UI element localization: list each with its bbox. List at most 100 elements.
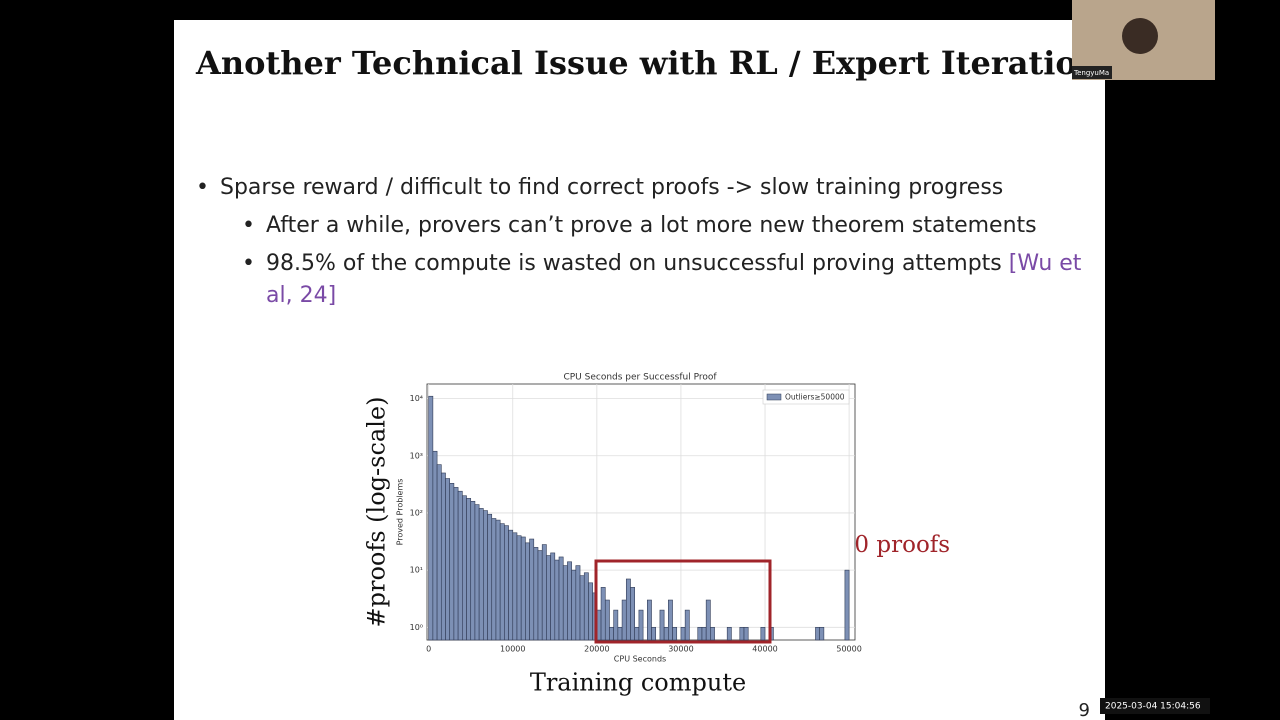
bar: [436, 464, 442, 641]
bar: [651, 627, 657, 641]
bar: [541, 544, 547, 641]
bar: [630, 587, 635, 641]
bar: [453, 487, 459, 641]
bar: [537, 550, 543, 641]
bullet: 98.5% of the compute is wasted on unsucc…: [242, 248, 1086, 312]
bar: [743, 627, 749, 641]
bar: [680, 627, 686, 641]
webcam-person: [1122, 18, 1158, 54]
bullet: Sparse reward / difficult to find correc…: [196, 172, 1100, 204]
x-tick-label: 10000: [500, 645, 525, 654]
x-tick-label: 40000: [752, 645, 777, 654]
bar: [588, 582, 593, 641]
bar: [504, 525, 509, 641]
bar: [684, 609, 690, 641]
name-tag: [1072, 66, 1112, 79]
bar: [819, 627, 825, 641]
legend-swatch: [766, 393, 782, 401]
bar: [499, 523, 505, 641]
timestamp-box: [1100, 698, 1210, 714]
bar: [575, 565, 581, 641]
bar: [529, 538, 535, 641]
y-tick-label: 10¹: [410, 566, 423, 575]
bar: [516, 535, 522, 641]
y-tick-label: 10⁴: [410, 394, 423, 403]
y-axis-label: Proved Problems: [396, 479, 405, 546]
bar: [567, 561, 572, 641]
bar: [491, 518, 497, 641]
x-tick-label: 0: [426, 645, 431, 654]
bullet: After a while, provers can’t prove a lot…: [242, 210, 1096, 242]
bar: [470, 500, 476, 641]
bar: [525, 542, 530, 641]
slide-title: Another Technical Issue with RL / Expert…: [196, 44, 1100, 82]
bar: [647, 599, 652, 641]
chart-title: CPU Seconds per Successful Proof: [563, 373, 717, 383]
bar: [634, 627, 640, 641]
bar: [701, 627, 707, 641]
bar: [609, 627, 614, 641]
citation: [Wu et al, 24]: [266, 251, 1082, 308]
bar: [739, 627, 745, 641]
bar: [659, 609, 665, 641]
bar: [668, 599, 673, 641]
x-tick-label: 50000: [836, 645, 861, 654]
bar: [613, 609, 619, 641]
bar: [558, 556, 564, 641]
bar: [495, 519, 501, 641]
bar: [457, 490, 463, 641]
bar: [571, 569, 577, 641]
bar: [621, 599, 627, 641]
bar: [533, 547, 539, 641]
bar: [520, 536, 526, 641]
plot-area: 0 10000 20000 30000 40000 50000 10⁰ 10¹ 10² 10³ 10…: [410, 383, 862, 654]
bar: [697, 627, 703, 641]
timestamp: 2025-03-04 15:04:56: [1105, 702, 1201, 712]
legend-box: [762, 389, 850, 405]
bar: [844, 569, 850, 641]
bullet-text: Sparse reward / difficult to find correc…: [220, 175, 1004, 200]
bar: [554, 559, 560, 641]
x-axis-label: CPU Seconds: [614, 655, 666, 664]
y-tick-label: 10³: [410, 451, 423, 460]
bar: [474, 504, 480, 641]
y-tick-label: 10⁰: [410, 623, 423, 632]
bar: [449, 483, 455, 641]
bar: [483, 510, 488, 641]
bar: [487, 513, 493, 641]
bar: [604, 599, 610, 641]
bar: [760, 627, 766, 641]
speaker-name: TengyuMa: [1073, 69, 1109, 77]
bar: [432, 450, 438, 641]
bar: [672, 627, 678, 641]
bar: [512, 532, 518, 641]
bar: [428, 395, 434, 641]
x-tick-label: 30000: [668, 645, 693, 654]
bar: [562, 565, 568, 641]
y-caption: #proofs (log-scale): [363, 397, 391, 628]
bar: [478, 508, 484, 641]
bullet-text: 98.5% of the compute is wasted on unsucc…: [266, 251, 1002, 276]
bar: [546, 555, 551, 641]
bar: [705, 599, 711, 641]
bar: [638, 609, 644, 641]
bar: [663, 627, 669, 641]
bar: [462, 495, 467, 641]
bar: [710, 627, 715, 641]
bar: [508, 529, 514, 641]
bar: [466, 498, 472, 641]
highlight-box: [594, 559, 772, 644]
x-caption: Training compute: [530, 669, 746, 697]
bar: [583, 572, 589, 641]
y-tick-label: 10²: [410, 508, 423, 517]
bar: [815, 627, 820, 641]
bar: [445, 478, 451, 641]
bar: [579, 575, 585, 641]
bar: [625, 578, 631, 641]
bar: [726, 627, 732, 641]
bullet-text: After a while, provers can’t prove a lot…: [266, 213, 1037, 238]
bar: [617, 627, 623, 641]
x-tick-label: 20000: [584, 645, 609, 654]
